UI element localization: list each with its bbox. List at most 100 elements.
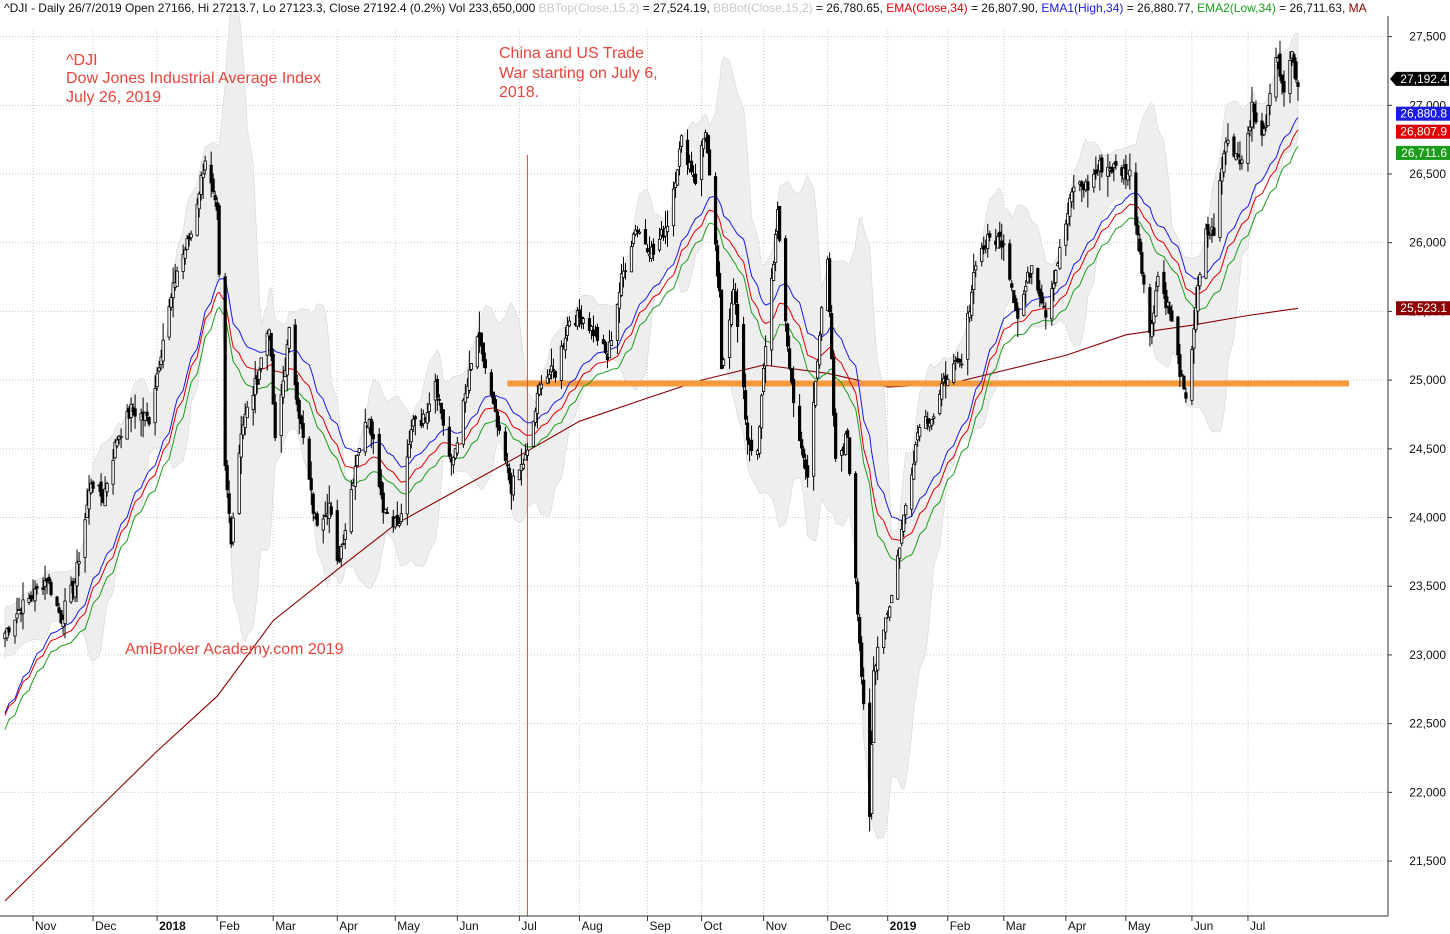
candle-body — [854, 473, 858, 579]
candle-body — [790, 368, 794, 383]
header-segment: = 26,780.65, — [813, 1, 887, 15]
candle-body — [185, 238, 189, 250]
candle-body — [231, 517, 235, 543]
candlesticks — [3, 40, 1300, 832]
candle-body — [299, 415, 303, 425]
candle-body — [1064, 223, 1068, 246]
candle-body — [551, 368, 556, 371]
candle-body — [243, 413, 247, 428]
candle-body — [806, 465, 810, 478]
candle-body — [483, 359, 487, 369]
candle-body — [786, 323, 790, 347]
candle-body — [301, 422, 305, 438]
candle-body — [349, 489, 353, 533]
x-tick-label: Feb — [950, 919, 971, 933]
x-tick-label: Sep — [649, 919, 671, 933]
candle-body — [553, 371, 558, 378]
badge-label: 26,880.8 — [1400, 107, 1447, 121]
candle-body — [217, 205, 221, 275]
candle-body — [1110, 166, 1114, 173]
candle-body — [565, 325, 570, 336]
bollinger-band-area — [4, 1, 1299, 840]
candle-body — [1252, 103, 1256, 113]
badge-label: 26,807.9 — [1400, 125, 1447, 139]
candle-body — [1040, 292, 1044, 304]
candle-body — [27, 598, 31, 603]
candle-body — [918, 427, 922, 437]
candle-body — [1086, 181, 1090, 191]
moving-average-line — [4, 307, 1299, 902]
candle-body — [719, 289, 724, 370]
candle-body — [1002, 243, 1006, 246]
candle-body — [1250, 101, 1254, 128]
candle-body — [1194, 307, 1198, 331]
candle-body — [679, 135, 684, 147]
candle-body — [1058, 247, 1062, 269]
candle-body — [287, 327, 291, 349]
candle-body — [1170, 310, 1174, 322]
candle-body — [85, 504, 89, 519]
candle-body — [834, 412, 838, 459]
candle-body — [820, 307, 824, 335]
candle-body — [341, 543, 345, 545]
candle-body — [671, 188, 676, 227]
candle-body — [1262, 128, 1266, 136]
candle-body — [413, 416, 417, 420]
candle-body — [1240, 159, 1244, 164]
candle-body — [960, 363, 964, 366]
candle-body — [91, 481, 95, 489]
candle-body — [497, 424, 501, 431]
candle-body — [1196, 285, 1200, 312]
candle-body — [35, 586, 39, 589]
candle-body — [57, 607, 61, 613]
candle-body — [717, 272, 722, 292]
candle-body — [169, 297, 173, 308]
candle-body — [1134, 172, 1138, 226]
candle-body — [896, 555, 900, 600]
candle-body — [812, 402, 816, 477]
candle-body — [890, 595, 894, 604]
x-tick-label: Mar — [275, 919, 296, 933]
candle-body — [1052, 283, 1056, 289]
candle-body — [1218, 180, 1222, 238]
candle-body — [972, 272, 976, 290]
candle-body — [239, 433, 243, 458]
candle-body — [437, 398, 441, 401]
candle-body — [13, 619, 17, 637]
header-segment: EMA(Close,34) — [886, 1, 967, 15]
candle-body — [898, 547, 902, 559]
candle-body — [125, 411, 129, 440]
candle-body — [507, 467, 511, 481]
candle-body — [73, 582, 77, 598]
candle-body — [643, 229, 648, 245]
candle-body — [1260, 120, 1264, 136]
candle-body — [111, 459, 115, 485]
candle-body — [49, 581, 53, 595]
candle-body — [888, 606, 892, 618]
candle-body — [371, 433, 375, 440]
x-tick-label: Mar — [1006, 919, 1027, 933]
candle-body — [517, 469, 521, 481]
badge-label: 25,523.1 — [1400, 301, 1447, 315]
candle-body — [804, 459, 808, 470]
candle-body — [197, 193, 201, 210]
x-tick-label: Jul — [521, 919, 536, 933]
y-tick-label: 23,000 — [1409, 648, 1446, 662]
candle-body — [105, 483, 109, 493]
candle-body — [1008, 243, 1012, 280]
candle-body — [69, 584, 73, 603]
candle-body — [83, 519, 87, 558]
candle-body — [1222, 153, 1226, 173]
candle-body — [1206, 224, 1210, 236]
candle-body — [685, 139, 690, 166]
candle-body — [1178, 354, 1182, 378]
candle-body — [77, 560, 81, 565]
x-tick-label: Nov — [766, 919, 787, 933]
x-tick-label: Dec — [830, 919, 851, 933]
candle-body — [1100, 157, 1104, 173]
candle-body — [269, 332, 273, 357]
candle-body — [195, 203, 199, 236]
candle-body — [489, 372, 493, 396]
